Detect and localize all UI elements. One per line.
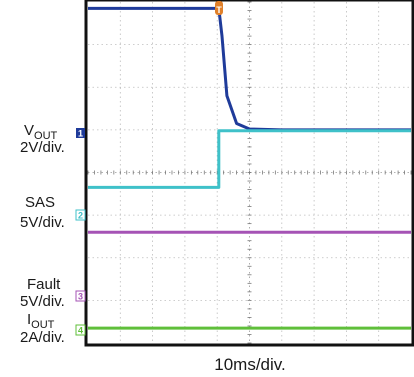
ch4-marker-box [75, 324, 86, 336]
ch1-marker-box [76, 128, 85, 138]
vout-scale: 2V/div. [20, 139, 65, 156]
plot-frame [84, 0, 414, 347]
fault-label: Fault [27, 276, 61, 293]
ch4-marker: 4 [75, 324, 86, 336]
ch3-marker: 3 [75, 290, 86, 302]
plot-background [86, 0, 414, 346]
iout-scale: 2A/div. [20, 329, 65, 346]
sas-scale: 5V/div. [20, 214, 65, 231]
ch2-marker-box [75, 209, 86, 221]
trigger-marker-text: T [216, 5, 222, 15]
ch1-marker: 1 [76, 128, 85, 139]
vout-label-main: V [24, 122, 34, 139]
ch4-marker-text: 4 [78, 326, 83, 336]
trigger-marker: T [215, 1, 223, 15]
grid [87, 1, 412, 344]
iout-label-sub: OUT [31, 319, 55, 331]
trigger-marker-box [215, 1, 223, 15]
ch2-marker: 2 [75, 209, 86, 221]
ch3-marker-box [75, 290, 86, 302]
ch3-marker-text: 3 [78, 292, 83, 302]
iout-label: IOUT [27, 311, 55, 331]
ch2-marker-text: 2 [78, 211, 83, 221]
x-axis-label: 10ms/div. [214, 355, 286, 374]
ch1-marker-text: 1 [78, 129, 83, 139]
trace-sas [88, 129, 411, 189]
fault-scale: 5V/div. [20, 293, 65, 310]
iout-label-main: I [27, 311, 31, 328]
vout-label: VOUT [24, 122, 58, 142]
vout-label-sub: OUT [34, 130, 58, 142]
sas-label: SAS [25, 194, 55, 211]
